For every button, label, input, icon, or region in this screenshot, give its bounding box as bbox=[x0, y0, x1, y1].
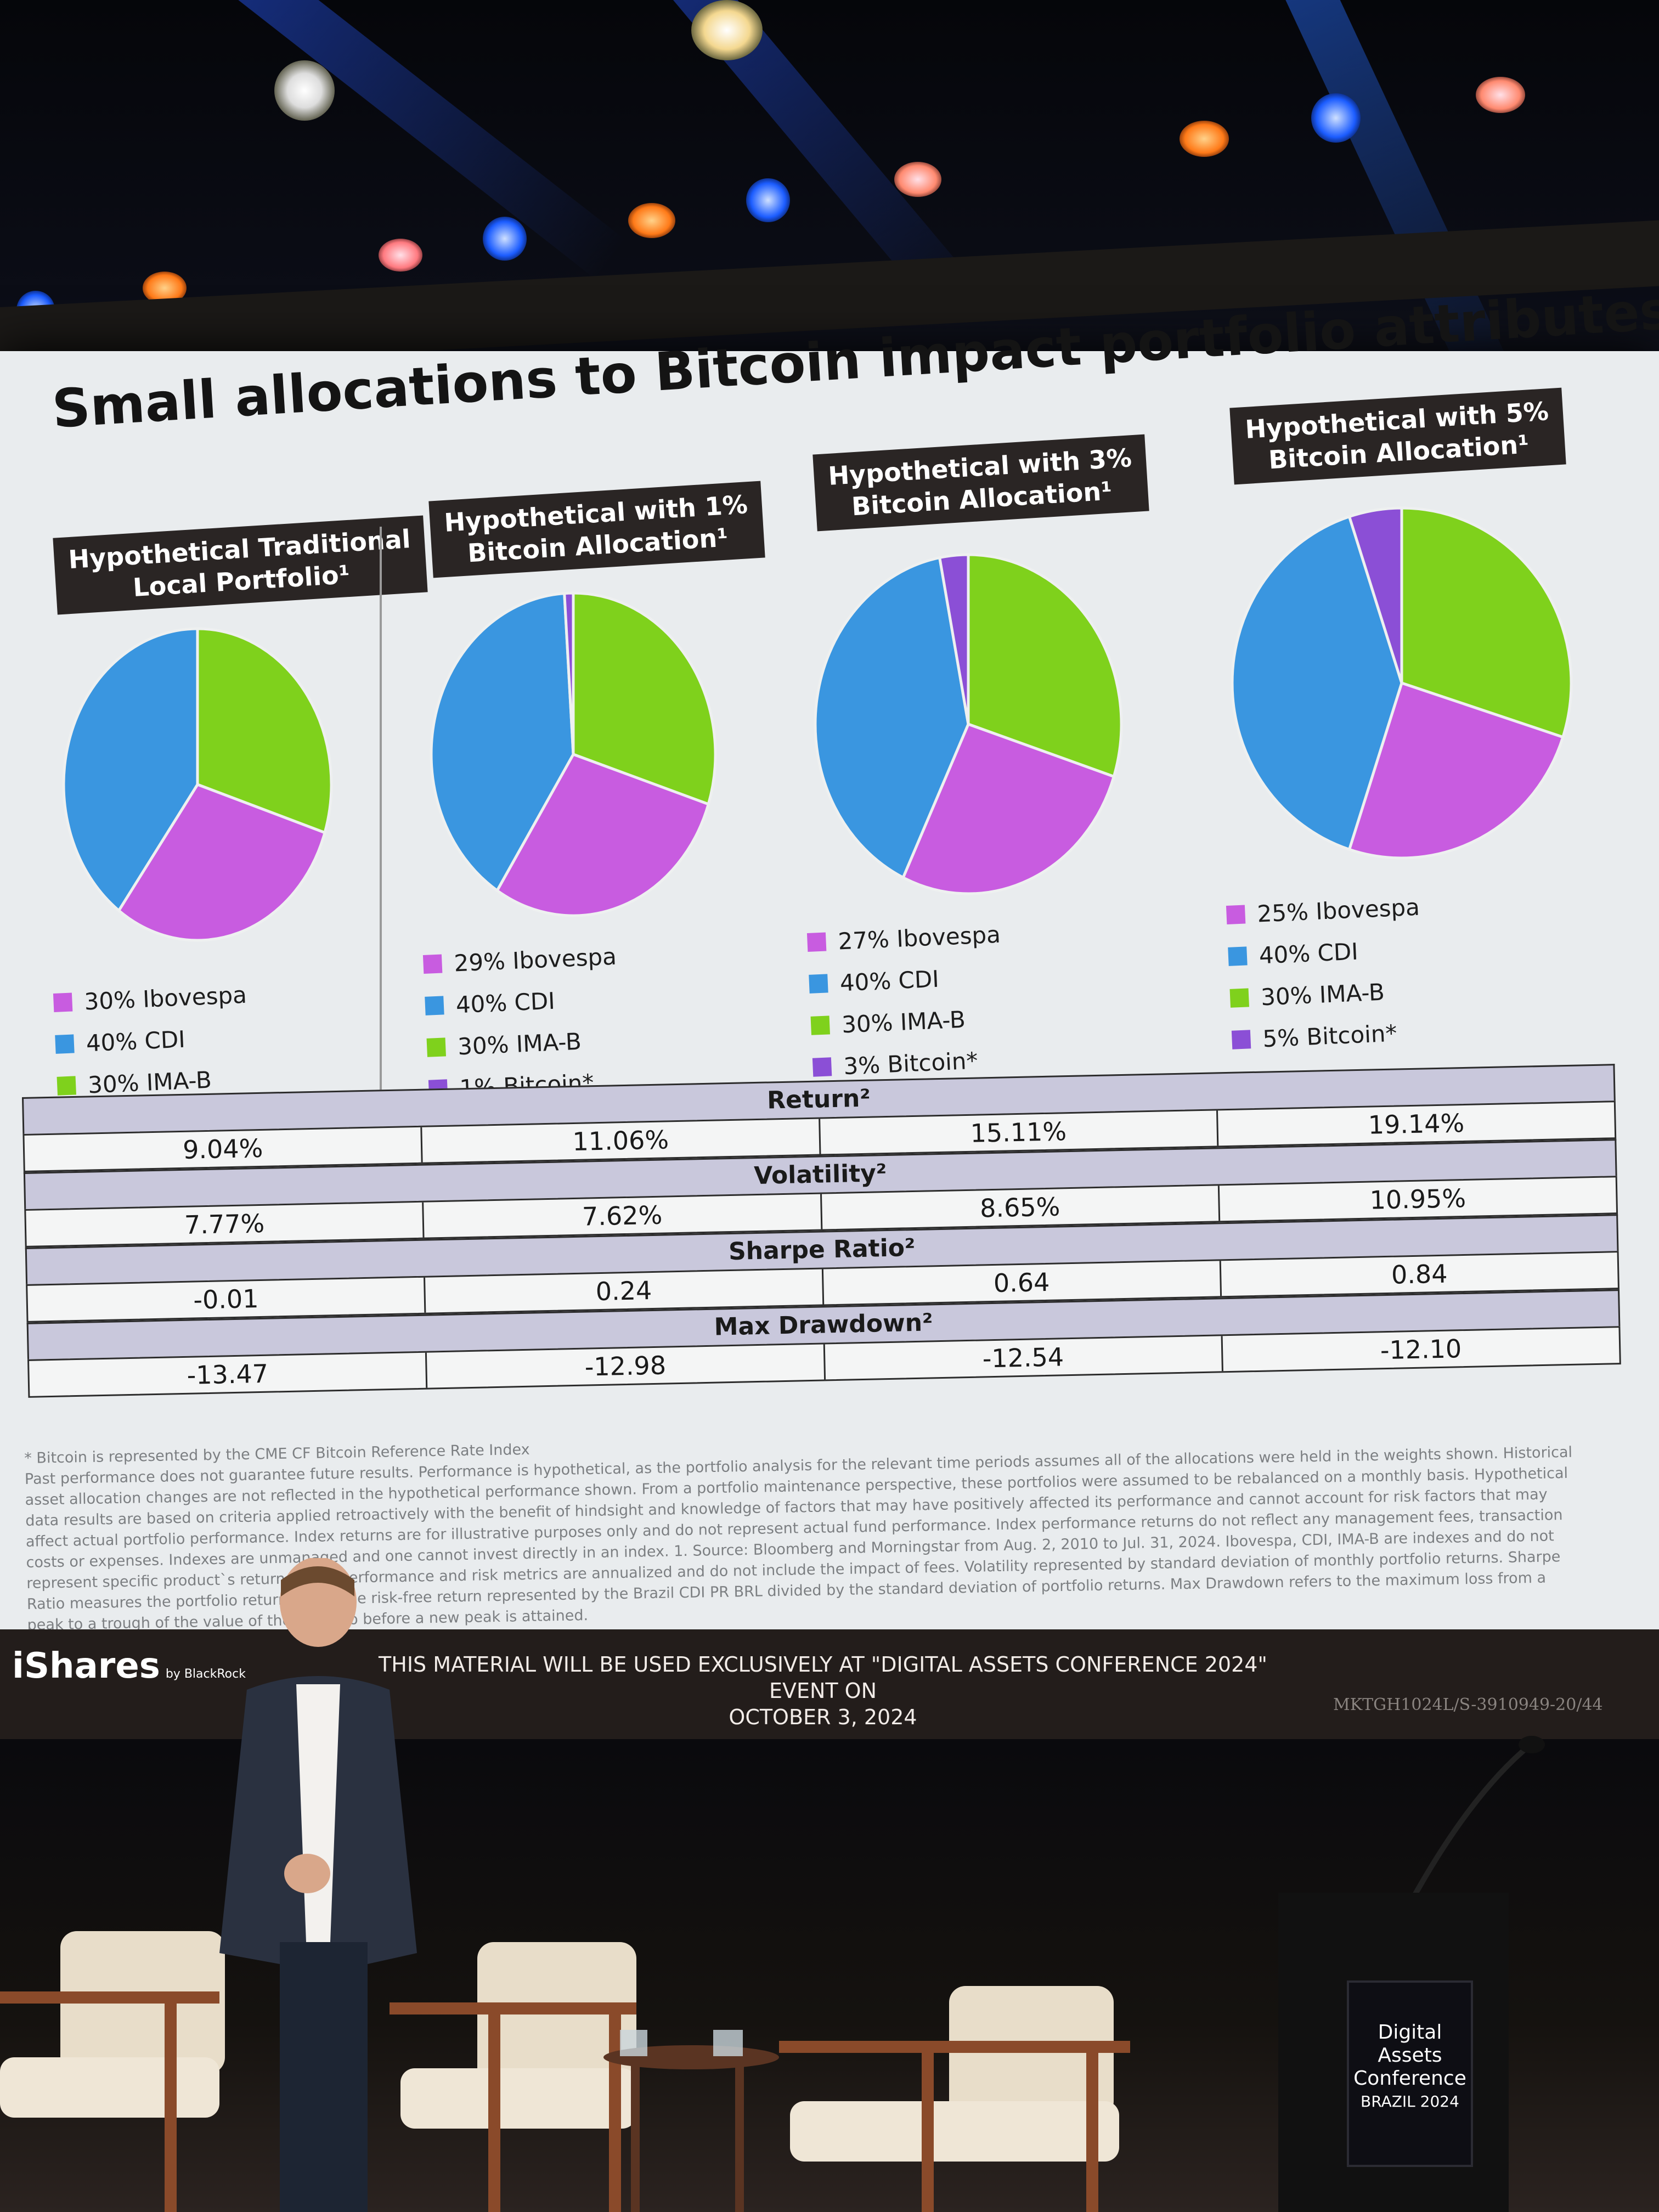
metrics-table: Return² 9.04% 11.06% 15.11% 19.14% Volatility… bbox=[22, 1064, 1621, 1398]
table-cell: 0.24 bbox=[425, 1269, 824, 1313]
legend-swatch bbox=[55, 1034, 75, 1054]
legend-3pct: 27% Ibovespa 40% CDI 30% IMA-B 3% Bitcoin* bbox=[806, 913, 1007, 1088]
pie-chart-3pct bbox=[814, 553, 1123, 895]
legend-swatch bbox=[812, 1057, 832, 1077]
table-cell: 7.77% bbox=[26, 1202, 425, 1246]
side-table bbox=[603, 2030, 779, 2212]
legend-swatch bbox=[806, 932, 827, 952]
lounge-chair bbox=[779, 1986, 1130, 2212]
legend-swatch bbox=[426, 1037, 446, 1057]
stage-light bbox=[1311, 93, 1361, 143]
legend-swatch bbox=[1229, 988, 1249, 1008]
legend-swatch bbox=[422, 954, 443, 974]
brand-name: iShares bbox=[12, 1646, 160, 1686]
pie-slice-imab bbox=[967, 553, 1123, 778]
stage-light bbox=[746, 178, 790, 222]
pie-slice-bitcoin bbox=[1347, 506, 1403, 684]
legend-1pct: 29% Ibovespa 40% CDI 30% IMA-B 1% Bitcoin* bbox=[422, 935, 623, 1110]
event-disclaimer: THIS MATERIAL WILL BE USED EXCLUSIVELY A… bbox=[351, 1651, 1295, 1730]
speaker bbox=[219, 1558, 417, 2212]
legend-label: 30% IMA-B bbox=[457, 1028, 582, 1060]
disclaimer-line: OCTOBER 3, 2024 bbox=[729, 1705, 917, 1729]
legend-5pct: 25% Ibovespa 40% CDI 30% IMA-B 5% Bitcoin* bbox=[1226, 886, 1426, 1061]
legend-swatch bbox=[53, 992, 73, 1012]
stage-light bbox=[691, 0, 763, 60]
legend-swatch bbox=[809, 974, 828, 994]
legend-item: 5% Bitcoin* bbox=[1231, 1011, 1426, 1060]
table-cell: 7.62% bbox=[424, 1194, 822, 1238]
stage-light bbox=[628, 203, 675, 238]
pie-slice-ibovespa bbox=[1347, 681, 1565, 860]
pie-slice-cdi bbox=[1231, 515, 1403, 851]
legend-label: 30% IMA-B bbox=[1260, 978, 1385, 1011]
disclaimer-line: THIS MATERIAL WILL BE USED EXCLUSIVELY A… bbox=[379, 1652, 1267, 1703]
legend-label: 29% Ibovespa bbox=[453, 943, 617, 977]
pie-slice-ibovespa bbox=[117, 782, 327, 942]
legend-label: 40% CDI bbox=[85, 1025, 186, 1057]
pie-slice-bitcoin bbox=[563, 591, 575, 755]
legend-swatch bbox=[425, 996, 444, 1015]
pie-slice-imab bbox=[572, 591, 717, 806]
podium-sign-line: Conference bbox=[1353, 2067, 1466, 2090]
pie-chart-1pct bbox=[430, 591, 717, 917]
legend-label: 40% CDI bbox=[839, 965, 940, 996]
table-cell: 8.65% bbox=[821, 1186, 1220, 1229]
legend-label: 27% Ibovespa bbox=[837, 921, 1001, 955]
table-cell: 19.14% bbox=[1368, 1108, 1465, 1140]
legend-label: 40% CDI bbox=[455, 987, 556, 1018]
pie-chart-traditional bbox=[62, 627, 333, 942]
microphone-stand bbox=[1407, 1736, 1545, 1904]
stage-light bbox=[274, 60, 335, 121]
document-code: MKTGH1024L/S-3910949-20/44 bbox=[1333, 1695, 1603, 1714]
table-cell: 11.06% bbox=[422, 1119, 821, 1163]
legend-label: 3% Bitcoin* bbox=[843, 1047, 979, 1080]
pie-slice-cdi bbox=[814, 556, 970, 880]
podium-sign-line: Digital Assets bbox=[1378, 2021, 1442, 2067]
stage-light bbox=[1476, 77, 1525, 113]
legend-swatch bbox=[1231, 1030, 1251, 1049]
ishares-logo: iShares by BlackRock bbox=[12, 1646, 246, 1686]
stage-light bbox=[379, 239, 422, 272]
lounge-chair bbox=[390, 1942, 636, 2212]
table-cell: 0.84 bbox=[1391, 1259, 1448, 1290]
podium-sign: Digital Assets Conference BRAZIL 2024 bbox=[1347, 1980, 1473, 2167]
table-cell: -12.54 bbox=[825, 1336, 1223, 1380]
pie-slice-cdi bbox=[62, 627, 199, 913]
table-cell: -0.01 bbox=[27, 1277, 426, 1321]
stage-light bbox=[483, 217, 527, 261]
stage-light bbox=[1180, 121, 1229, 157]
legend-swatch bbox=[1228, 946, 1248, 966]
legend-label: 25% Ibovespa bbox=[1256, 893, 1420, 927]
pie-chart-5pct bbox=[1231, 506, 1573, 860]
legend-swatch bbox=[1226, 905, 1246, 924]
table-cell: 0.64 bbox=[823, 1261, 1222, 1305]
table-cell: -12.98 bbox=[427, 1344, 826, 1388]
podium-sign-line: BRAZIL 2024 bbox=[1361, 2092, 1459, 2111]
pie-slice-bitcoin bbox=[938, 553, 970, 725]
pie-slice-imab bbox=[1400, 506, 1573, 739]
table-cell: 15.11% bbox=[820, 1110, 1219, 1154]
legend-label: 30% Ibovespa bbox=[83, 981, 247, 1015]
legend-swatch bbox=[57, 1076, 76, 1096]
table-cell: 9.04% bbox=[24, 1127, 423, 1171]
legend-label: 30% IMA-B bbox=[841, 1006, 966, 1038]
pie-slice-ibovespa bbox=[901, 722, 1116, 895]
pie-slice-imab bbox=[196, 627, 333, 835]
panel-divider bbox=[380, 527, 382, 1130]
table-cell: -13.47 bbox=[29, 1352, 428, 1396]
pie-slice-cdi bbox=[430, 591, 575, 893]
stage-light bbox=[894, 162, 941, 197]
table-cell: 10.95% bbox=[1369, 1183, 1466, 1215]
legend-label: 40% CDI bbox=[1258, 938, 1359, 969]
legend-traditional: 30% Ibovespa 40% CDI 30% IMA-B bbox=[53, 974, 251, 1107]
legend-label: 5% Bitcoin* bbox=[1262, 1019, 1398, 1052]
lounge-chair bbox=[0, 1931, 225, 2212]
legend-swatch bbox=[810, 1015, 830, 1035]
table-cell: -12.10 bbox=[1380, 1334, 1462, 1365]
brand-sub: by BlackRock bbox=[165, 1667, 246, 1681]
pie-slice-ibovespa bbox=[495, 752, 710, 917]
light-beam bbox=[207, 0, 627, 280]
